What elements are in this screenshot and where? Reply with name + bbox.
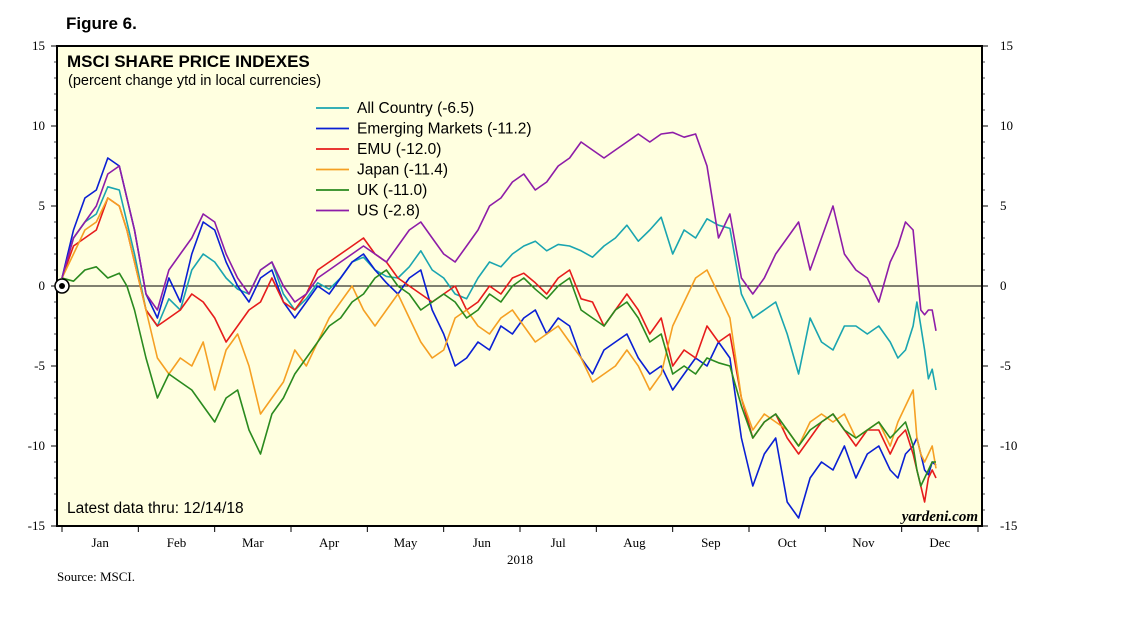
y-tick-label-left: 0 bbox=[39, 278, 46, 293]
y-tick-label-right: -15 bbox=[1000, 518, 1017, 533]
x-tick-label-mar: Mar bbox=[242, 535, 264, 550]
source-note: Source: MSCI. bbox=[57, 569, 135, 584]
y-tick-label-right: -5 bbox=[1000, 358, 1011, 373]
y-tick-label-right: 0 bbox=[1000, 278, 1007, 293]
legend-label-0: All Country (-6.5) bbox=[357, 100, 474, 117]
chart-subtitle: (percent change ytd in local currencies) bbox=[68, 73, 321, 89]
legend-label-2: EMU (-12.0) bbox=[357, 141, 441, 158]
y-tick-label-right: -10 bbox=[1000, 438, 1017, 453]
series-line-4 bbox=[61, 265, 936, 487]
chart-title: MSCI SHARE PRICE INDEXES bbox=[67, 52, 310, 71]
x-tick-label-aug: Aug bbox=[623, 535, 646, 550]
y-tick-label-left: 15 bbox=[32, 38, 45, 53]
x-tick-label-jul: Jul bbox=[551, 535, 567, 550]
figure-label: Figure 6. bbox=[66, 14, 137, 33]
x-tick-label-sep: Sep bbox=[701, 535, 721, 550]
x-tick-label-jan: Jan bbox=[91, 535, 109, 550]
x-axis-year: 2018 bbox=[507, 552, 533, 567]
x-tick-label-oct: Oct bbox=[778, 535, 797, 550]
x-tick-label-apr: Apr bbox=[319, 535, 340, 550]
origin-marker-dot bbox=[59, 283, 65, 289]
series-line-1 bbox=[61, 157, 937, 519]
legend: All Country (-6.5) Emerging Markets (-11.… bbox=[316, 100, 532, 220]
y-tick-label-left: 10 bbox=[32, 118, 45, 133]
y-tick-label-left: -10 bbox=[28, 438, 45, 453]
x-tick-label-dec: Dec bbox=[929, 535, 950, 550]
x-tick-label-jun: Jun bbox=[473, 535, 492, 550]
x-tick-label-may: May bbox=[394, 535, 418, 550]
y-tick-label-left: 5 bbox=[39, 198, 46, 213]
legend-label-5: US (-2.8) bbox=[357, 203, 420, 220]
legend-label-1: Emerging Markets (-11.2) bbox=[357, 121, 532, 138]
watermark: yardeni.com bbox=[900, 509, 978, 525]
latest-data-note: Latest data thru: 12/14/18 bbox=[67, 500, 244, 517]
legend-label-4: UK (-11.0) bbox=[357, 182, 427, 199]
series-line-5 bbox=[61, 131, 937, 331]
legend-label-3: Japan (-11.4) bbox=[357, 162, 448, 179]
y-tick-label-left: -5 bbox=[34, 358, 45, 373]
y-tick-label-right: 10 bbox=[1000, 118, 1013, 133]
x-tick-label-nov: Nov bbox=[852, 535, 875, 550]
y-tick-label-left: -15 bbox=[28, 518, 45, 533]
y-tick-label-right: 5 bbox=[1000, 198, 1007, 213]
x-tick-label-feb: Feb bbox=[167, 535, 187, 550]
series-line-0 bbox=[61, 186, 937, 391]
y-tick-label-right: 15 bbox=[1000, 38, 1013, 53]
